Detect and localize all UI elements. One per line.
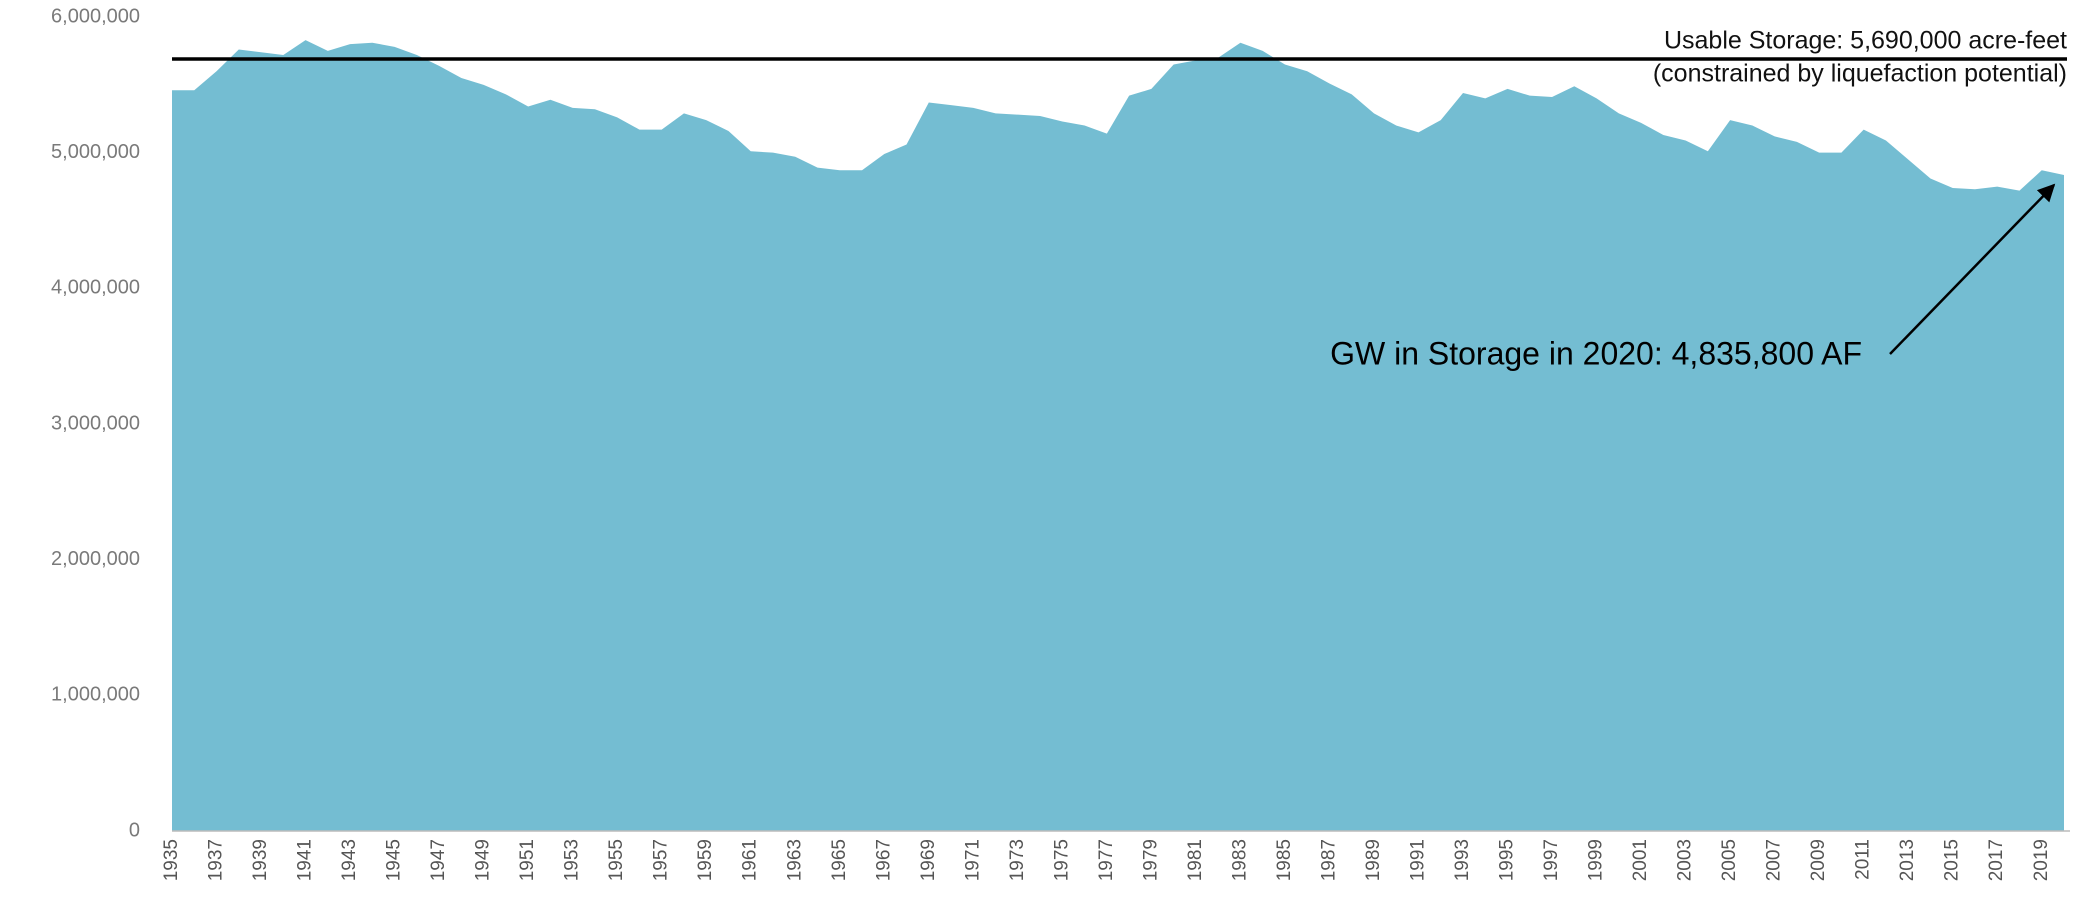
x-tick-label: 2013 (1897, 839, 1918, 881)
x-tick-label: 1963 (784, 839, 805, 881)
x-tick-label: 1989 (1363, 839, 1384, 881)
x-tick-label: 1949 (473, 839, 494, 881)
x-tick-label: 1969 (918, 839, 939, 881)
x-tick-label: 2011 (1853, 839, 1874, 880)
annotation: GW in Storage in 2020: 4,835,800 AF (1330, 335, 1862, 371)
x-tick-label: 1977 (1096, 839, 1117, 881)
x-tick-label: 1939 (250, 839, 271, 881)
x-tick-label: 1979 (1140, 839, 1161, 881)
y-tick-label: 4,000,000 (51, 277, 140, 299)
x-tick-label: 1985 (1274, 839, 1295, 881)
y-tick-label: 5,000,000 (51, 141, 140, 163)
x-tick-label: 1983 (1229, 839, 1250, 881)
x-tick-label: 1941 (295, 839, 316, 881)
reference-label: Usable Storage: 5,690,000 acre-feet (1664, 27, 2067, 55)
x-tick-label: 1951 (517, 839, 538, 881)
x-tick-label: 1981 (1185, 839, 1206, 881)
x-tick-label: 2003 (1675, 839, 1696, 881)
x-tick-label: 1965 (829, 839, 850, 881)
x-tick-label: 1953 (562, 839, 583, 881)
x-tick-label: 2007 (1764, 839, 1785, 881)
x-tick-label: 1967 (873, 839, 894, 881)
x-tick-label: 1961 (740, 839, 761, 881)
x-tick-label: 1937 (206, 839, 227, 881)
x-tick-label: 2009 (1808, 839, 1829, 881)
reference-label: (constrained by liquefaction potential) (1653, 60, 2067, 88)
x-tick-label: 1973 (1007, 839, 1028, 881)
y-tick-label: 0 (129, 819, 140, 841)
x-tick-label: 1995 (1497, 839, 1518, 881)
x-tick-label: 1993 (1452, 839, 1473, 881)
x-tick-label: 1945 (384, 839, 405, 881)
x-tick-label: 1999 (1586, 839, 1607, 881)
x-tick-label: 1997 (1541, 839, 1562, 881)
x-tick-label: 2001 (1630, 839, 1651, 881)
y-tick-label: 3,000,000 (51, 412, 140, 434)
x-tick-label: 1987 (1318, 839, 1339, 881)
x-tick-label: 2017 (1986, 839, 2007, 881)
y-tick-label: 6,000,000 (51, 5, 140, 27)
area (172, 40, 2064, 831)
y-tick-label: 2,000,000 (51, 548, 140, 570)
x-tick-label: 1959 (695, 839, 716, 881)
x-tick-label: 2005 (1719, 839, 1740, 881)
x-tick-label: 1955 (606, 839, 627, 881)
x-tick-label: 1957 (651, 839, 672, 881)
x-tick-label: 1943 (339, 839, 360, 881)
x-tick-label: 2019 (2031, 839, 2052, 881)
annotation-arrow (1889, 183, 2056, 355)
x-tick-label: 1947 (428, 839, 449, 881)
y-tick-label: 1,000,000 (51, 684, 140, 706)
x-tick-label: 1935 (161, 839, 182, 881)
x-tick-label: 1991 (1408, 839, 1429, 881)
x-tick-label: 1971 (962, 839, 983, 881)
x-tick-label: 1975 (1051, 839, 1072, 881)
x-tick-label: 2015 (1942, 839, 1963, 881)
